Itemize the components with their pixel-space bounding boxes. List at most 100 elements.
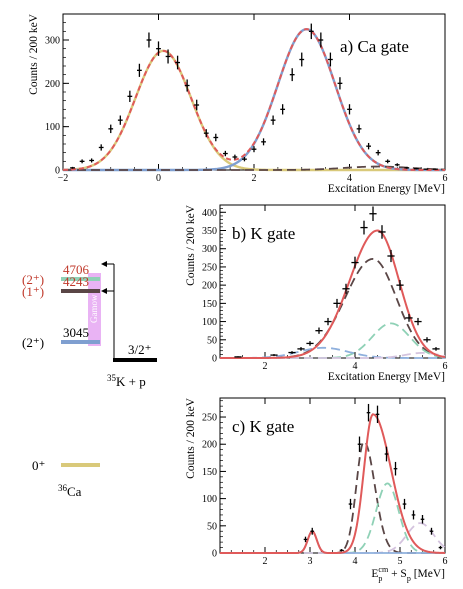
chart-b-data-point — [324, 317, 332, 326]
chart-c-xlabel: Epcm + Sp [MeV] — [371, 565, 445, 583]
chart-a-xtick-label: 4 — [347, 173, 352, 184]
chart-c-xtick-label: 3 — [308, 556, 313, 567]
chart-b-data-point — [270, 354, 278, 357]
chart-c-series-component_4 — [220, 530, 445, 554]
chart-a-data-point — [308, 23, 314, 40]
chart-b-xtick-label: 6 — [443, 361, 448, 372]
chart-a-ytick-label: 0 — [55, 166, 60, 177]
chart-b-xlabel: Excitation Energy [MeV] — [328, 371, 445, 383]
chart-b-data-point — [342, 283, 350, 294]
chart-c-ytick-label: 150 — [202, 467, 217, 478]
chart-b-ytick-label: 350 — [202, 226, 217, 237]
chart-a-data-point — [242, 157, 247, 162]
chart-c-xlabel-main: E — [371, 568, 378, 580]
chart-a-xtick-label: 2 — [252, 173, 257, 184]
chart-c-data-point — [438, 545, 443, 550]
chart-a-data-point — [232, 154, 238, 160]
chart-a-ytick-label: 200 — [45, 79, 60, 90]
chart-a-data-point — [375, 149, 381, 156]
chart-c-data-point — [310, 527, 315, 535]
chart-a-ylabel: Counts / 200 keV — [28, 13, 40, 95]
chart-c-data-point — [429, 527, 434, 535]
chart-c-data-point — [402, 498, 407, 510]
chart-c-data-point — [420, 514, 425, 524]
level-spin-4706: (2⁺) — [22, 272, 44, 287]
chart-a-data-point — [347, 104, 352, 115]
chart-a-data-point — [222, 150, 228, 157]
chart-c-data-point — [357, 436, 362, 452]
chart-a-panel-label: a) Ca gate — [340, 37, 409, 56]
chart-a-data-point — [299, 52, 305, 67]
chart-b-ylabel: Counts / 200 keV — [185, 204, 197, 286]
chart-b-data-point — [369, 206, 377, 221]
chart-c-ytick-label: 100 — [202, 494, 217, 505]
chart-a-xtick-label: −2 — [58, 173, 69, 184]
chart-a-data-point — [423, 168, 429, 170]
chart-a-data-point — [79, 159, 85, 164]
chart-b-data-point — [378, 225, 386, 239]
chart-b-series-component_2 — [220, 322, 446, 359]
chart-c-ytick-label: 250 — [202, 413, 217, 424]
chart-c-data-point — [339, 549, 344, 552]
chart-a-xlabel: Excitation Energy [MeV] — [328, 183, 445, 195]
chart-b-data-point — [396, 279, 404, 291]
chart-b-xtick-label: 2 — [263, 361, 268, 372]
chart-a-data-point — [175, 55, 180, 70]
chart-a-data-point — [165, 49, 171, 64]
level-spin-4243: (1⁺) — [22, 284, 44, 299]
chart-a-data-point — [289, 68, 295, 82]
threshold-label-text: K + p — [116, 374, 146, 389]
chart-b-data-point — [405, 314, 413, 322]
chart-a-data-point — [337, 77, 343, 90]
level-energy-3045: 3045 — [63, 325, 89, 340]
chart-b-data-point — [423, 337, 431, 343]
nucleus-mass-number: 36 — [58, 483, 68, 493]
chart-c-ytick-label: 0 — [212, 549, 217, 560]
chart-a-data-point — [98, 144, 104, 151]
chart-a-data-point — [146, 32, 152, 48]
chart-a-data-point — [70, 166, 75, 169]
chart-c-data-point — [393, 461, 398, 476]
chart-a-data-point — [184, 79, 190, 92]
chart-a-xtick-label: 6 — [443, 173, 448, 184]
chart-c-panel-label: c) K gate — [232, 417, 294, 436]
threshold-label: 35K + p — [107, 373, 146, 389]
chart-c-xlabel-sub2: p — [407, 574, 411, 583]
chart-c-data-point — [348, 498, 353, 510]
chart-a-ytick-label: 300 — [45, 36, 60, 47]
chart-a-data-point — [203, 129, 209, 138]
chart-c-data-point — [303, 536, 308, 543]
nucleus-label: 36Ca — [58, 483, 82, 499]
chart-a-data-point — [89, 158, 95, 163]
level-energy-4706: 4706 — [63, 262, 90, 277]
chart-b-series-component_1 — [220, 258, 446, 359]
chart-c-xlabel-mid: + S — [388, 568, 407, 580]
chart-c-xtick-label: 4 — [353, 556, 358, 567]
chart-b-data-point — [432, 347, 440, 351]
chart-c-ylabel: Counts / 200 keV — [185, 397, 197, 479]
chart-c-series-component_2 — [220, 482, 445, 554]
threshold-spin: 3/2⁺ — [128, 342, 151, 357]
level-spin-3045: (2⁺) — [22, 335, 44, 350]
chart-c-ytick-label: 200 — [202, 440, 217, 451]
chart-b-series-component_4 — [220, 351, 446, 359]
chart-a-data-point — [404, 166, 410, 169]
chart-b-ytick-label: 50 — [207, 335, 217, 346]
chart-b-data-point — [414, 317, 422, 326]
chart-b-ytick-label: 250 — [202, 262, 217, 273]
chart-c-xlabel-sup: cm — [378, 565, 389, 574]
chart-c-series-component_1 — [220, 440, 445, 554]
chart-a-ytick-label: 100 — [45, 122, 60, 133]
chart-b-ytick-label: 0 — [212, 354, 217, 365]
chart-a-series-small_component — [63, 165, 446, 171]
chart-a-data-point — [356, 124, 362, 134]
chart-a-xtick-label: 0 — [156, 173, 161, 184]
level-scheme: Gamow 4706 (2⁺) 4243 (1⁺) 3045 (2⁺) 0⁺ 3… — [22, 261, 157, 499]
chart-a-data-point — [385, 159, 391, 164]
chart-c-xlabel-sub: p — [378, 574, 382, 583]
chart-a-data-point — [251, 146, 257, 153]
chart-b-data-point — [288, 351, 296, 354]
chart-a-data-point — [270, 115, 276, 125]
arrow-4243-head — [101, 288, 107, 294]
